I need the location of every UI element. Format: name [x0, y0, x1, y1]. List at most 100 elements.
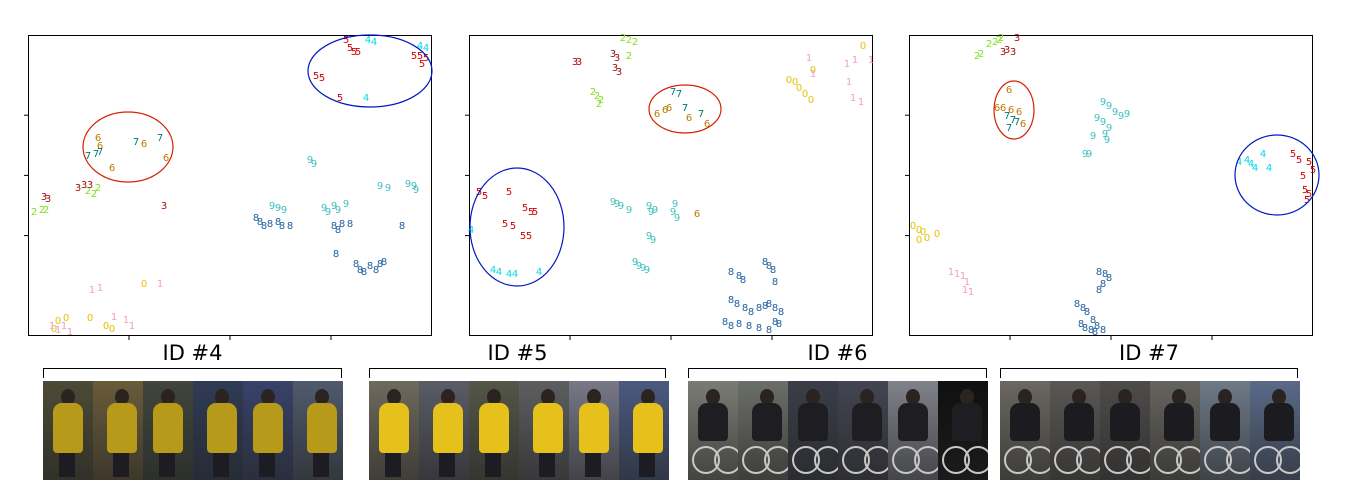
bicycle-wheel: [814, 446, 838, 474]
scatter-point-3: 3: [87, 180, 93, 191]
scatter-point-8: 8: [257, 217, 263, 228]
scatter-point-2: 2: [95, 183, 101, 194]
scatter-point-1: 1: [129, 321, 135, 332]
scatter-point-2: 2: [596, 99, 602, 110]
scatter-point-9: 9: [411, 181, 417, 192]
scatter-point-4: 4: [1260, 149, 1266, 160]
scatter-point-2: 2: [998, 33, 1004, 44]
scatter-point-9: 9: [385, 183, 391, 194]
scatter-point-4: 4: [512, 269, 518, 280]
person-thumbnail: [519, 381, 569, 480]
scatter-point-0: 0: [910, 221, 916, 232]
scatter-point-1: 1: [846, 77, 852, 88]
scatter-point-8: 8: [287, 221, 293, 232]
person-head: [261, 389, 275, 405]
scatter-point-8: 8: [1088, 325, 1094, 336]
person-body: [253, 403, 283, 453]
scatter-point-9: 9: [652, 205, 658, 216]
scatter-point-9: 9: [674, 213, 680, 224]
scatter-point-6: 6: [1000, 103, 1006, 114]
person-body: [107, 403, 137, 453]
scatter-point-8: 8: [1082, 323, 1088, 334]
scatter-point-9: 9: [1106, 123, 1112, 134]
scatter-point-9: 9: [1112, 107, 1118, 118]
bracket: [1000, 368, 1298, 378]
scatter-point-1: 1: [157, 279, 163, 290]
scatter-point-2: 2: [620, 33, 626, 44]
scatter-point-8: 8: [279, 221, 285, 232]
scatter-point-7: 7: [85, 151, 91, 162]
scatter-point-8: 8: [762, 301, 768, 312]
plot-frame: [469, 35, 873, 336]
scatter-point-2: 2: [632, 37, 638, 48]
person-legs: [439, 453, 455, 477]
person-head: [860, 389, 874, 405]
scatter-point-5: 5: [423, 53, 429, 64]
scatter-point-0: 0: [786, 75, 792, 86]
scatter-point-2: 2: [974, 51, 980, 62]
scatter-point-8: 8: [1090, 315, 1096, 326]
scatter-point-1: 1: [868, 55, 874, 66]
person-head: [760, 389, 774, 405]
scatter-point-4: 4: [1266, 163, 1272, 174]
scatter-point-7: 7: [97, 147, 103, 158]
scatter-point-5: 5: [1300, 171, 1306, 182]
person-thumbnail: [293, 381, 343, 480]
scatter-point-8: 8: [1080, 303, 1086, 314]
scatter-point-6: 6: [141, 139, 147, 150]
scatter-point-8: 8: [1074, 299, 1080, 310]
scatter-point-9: 9: [335, 205, 341, 216]
scatter-point-8: 8: [778, 307, 784, 318]
person-thumbnail: [1000, 381, 1050, 480]
person-thumbnail: [469, 381, 519, 480]
person-head: [706, 389, 720, 405]
scatter-point-9: 9: [644, 265, 650, 276]
scatter-point-7: 7: [670, 87, 676, 98]
scatter-point-4: 4: [490, 265, 496, 276]
scatter-point-8: 8: [756, 323, 762, 334]
scatter-point-8: 8: [1094, 321, 1100, 332]
scatter-point-8: 8: [766, 325, 772, 336]
scatter-point-5: 5: [347, 43, 353, 54]
scatter-point-1: 1: [968, 287, 974, 298]
highlight-circle: [648, 84, 722, 134]
scatter-point-7: 7: [1010, 115, 1016, 126]
scatter-point-5: 5: [1302, 185, 1308, 196]
scatter-point-8: 8: [381, 257, 387, 268]
scatter-point-9: 9: [281, 205, 287, 216]
scatter-point-5: 5: [502, 219, 508, 230]
person-thumbnail: [788, 381, 838, 480]
scatter-point-0: 0: [924, 233, 930, 244]
scatter-point-4: 4: [423, 43, 429, 54]
scatter-point-9: 9: [1102, 129, 1108, 140]
scatter-point-5: 5: [1306, 157, 1312, 168]
scatter-point-5: 5: [528, 207, 534, 218]
person-body: [207, 403, 237, 453]
scatter-point-4: 4: [371, 37, 377, 48]
scatter-point-2: 2: [594, 91, 600, 102]
scatter-point-3: 3: [612, 63, 618, 74]
scatter-point-8: 8: [746, 321, 752, 332]
person-body: [952, 403, 982, 441]
scatter-point-0: 0: [55, 316, 61, 327]
scatter-point-9: 9: [1090, 131, 1096, 142]
person-thumbnail: [888, 381, 938, 480]
scatter-point-4: 4: [496, 267, 502, 278]
person-thumbnail: [43, 381, 93, 480]
person-head: [587, 389, 601, 405]
scatter-point-3: 3: [576, 57, 582, 68]
bracket: [688, 368, 987, 378]
person-body: [579, 403, 609, 453]
scatter-point-8: 8: [1096, 285, 1102, 296]
scatter-point-0: 0: [916, 225, 922, 236]
scatter-point-6: 6: [704, 119, 710, 130]
scatter-point-5: 5: [522, 203, 528, 214]
scatter-point-0: 0: [87, 313, 93, 324]
person-body: [533, 403, 563, 453]
scatter-point-9: 9: [626, 205, 632, 216]
scatter-point-8: 8: [331, 221, 337, 232]
scatter-point-6: 6: [694, 209, 700, 220]
person-legs: [213, 453, 229, 477]
bracket: [43, 368, 342, 378]
person-thumbnail: [93, 381, 143, 480]
